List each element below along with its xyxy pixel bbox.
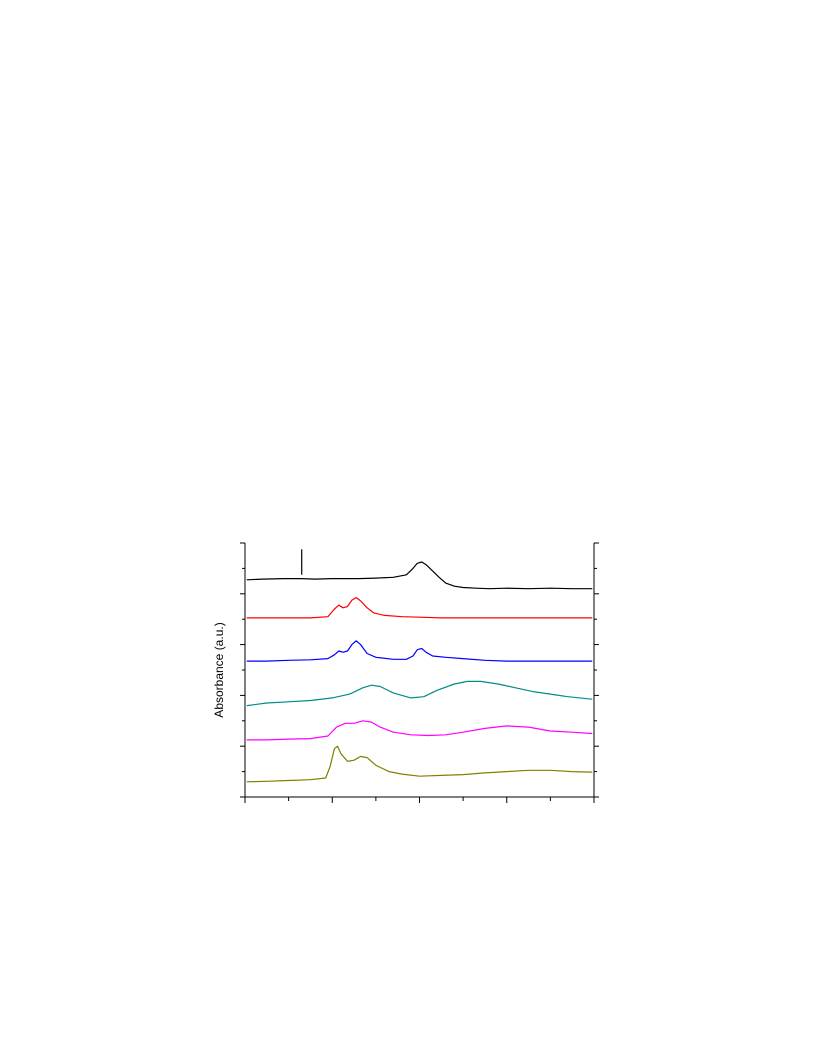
- series-line-6: [246, 745, 593, 783]
- y-axis-label: Absorbance (a.u.): [212, 622, 226, 717]
- series-line-1: [246, 561, 593, 590]
- series-line-4: [246, 680, 593, 707]
- series-line-5: [246, 720, 593, 741]
- series-line-3: [246, 640, 593, 662]
- plot-area: [240, 542, 599, 803]
- series-line-2: [246, 597, 593, 619]
